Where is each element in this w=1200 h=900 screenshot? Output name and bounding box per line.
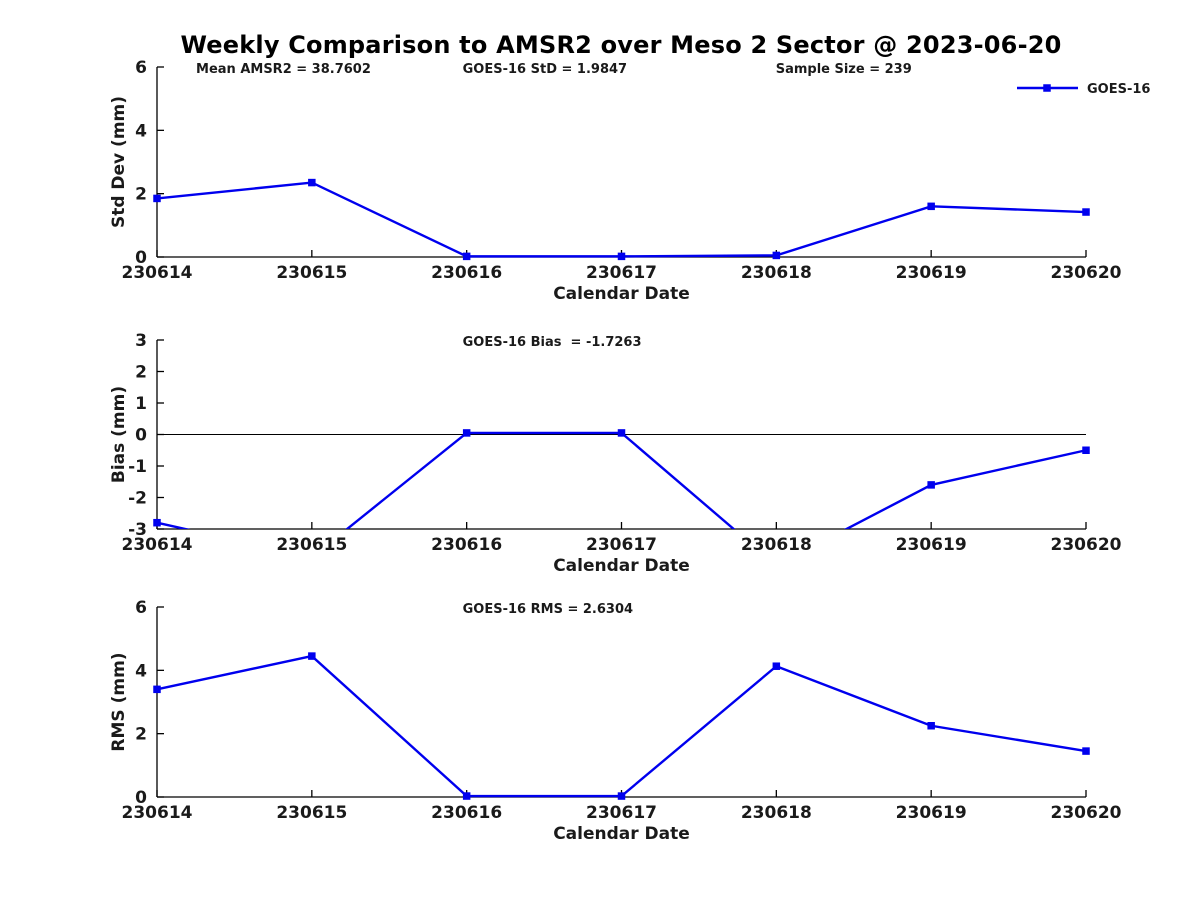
y-tick-label: 2	[135, 185, 147, 205]
data-point-marker	[927, 202, 935, 211]
x-tick-label: 230616	[431, 535, 502, 555]
data-point-marker	[1082, 446, 1090, 454]
data-point-marker	[153, 518, 161, 527]
data-point-marker	[927, 481, 935, 489]
y-tick-label: 0	[135, 248, 147, 268]
x-tick-label: 230619	[896, 803, 967, 823]
data-point-marker	[927, 722, 935, 730]
y-tick-label: 0	[135, 788, 147, 808]
y-tick-label: 2	[135, 362, 147, 382]
figure-title: Weekly Comparison to AMSR2 over Meso 2 S…	[180, 31, 1062, 59]
y-tick-label: -1	[128, 457, 147, 477]
legend-marker	[1043, 84, 1051, 92]
y-tick-label: 6	[135, 58, 147, 78]
data-point-marker	[462, 252, 471, 261]
x-tick-label: 230620	[1051, 263, 1122, 283]
y-tick-label: 4	[135, 661, 147, 681]
x-tick-label: 230614	[122, 803, 193, 823]
subplot-stddev: 0 2 4 6 230614 230615 230616 230617 230618 230619…	[109, 58, 1122, 304]
data-point-marker	[617, 792, 626, 800]
x-tick-label: 230616	[431, 803, 502, 823]
x-tick-label: 230615	[276, 535, 347, 555]
subplot-bias: -3 -2 -1 0 1 2 3 230614 230615 230616 230617 230618…	[109, 331, 1122, 576]
x-tick-label: 230616	[431, 263, 502, 283]
data-point-marker	[308, 178, 316, 187]
x-tick-label: 230618	[741, 535, 812, 555]
data-point-marker	[462, 429, 471, 437]
x-tick-label: 230617	[586, 803, 657, 823]
x-tick-label: 230615	[276, 263, 347, 283]
data-point-marker	[1082, 747, 1090, 755]
legend: GOES-16	[1017, 82, 1150, 97]
series-goes-16	[153, 429, 1090, 570]
y-tick-label: 1	[135, 394, 147, 414]
x-tick-label: 230620	[1051, 803, 1122, 823]
annotation-text: GOES-16 Bias = -1.7263	[463, 335, 642, 350]
data-point-marker	[153, 685, 161, 694]
data-point-marker	[1082, 208, 1090, 216]
x-tick-label: 230619	[896, 263, 967, 283]
x-tick-label: 230617	[586, 263, 657, 283]
annotation-text: GOES-16 RMS = 2.6304	[463, 602, 633, 617]
y-tick-label: 4	[135, 121, 147, 141]
y-tick-label: -2	[128, 488, 147, 508]
x-tick-label: 230614	[122, 263, 193, 283]
data-point-marker	[308, 652, 316, 660]
annotation-text: Sample Size = 239	[776, 62, 912, 77]
data-point-marker	[617, 429, 626, 437]
x-tick-label: 230618	[741, 263, 812, 283]
x-tick-label: 230614	[122, 535, 193, 555]
y-axis-label: Bias (mm)	[109, 386, 129, 483]
y-tick-label: 3	[135, 331, 147, 351]
data-point-marker	[462, 792, 471, 800]
series-goes-16	[153, 178, 1090, 261]
x-tick-label: 230615	[276, 803, 347, 823]
y-tick-label: -3	[128, 520, 147, 540]
legend-label: GOES-16	[1087, 82, 1150, 97]
data-point-marker	[153, 194, 161, 203]
x-axis-label: Calendar Date	[553, 824, 690, 844]
data-point-marker	[773, 562, 781, 570]
subplot-rms: 0 2 4 6 230614 230615 230616 230617 230618 230619…	[109, 598, 1122, 844]
data-point-marker	[617, 252, 626, 261]
y-axis-label: RMS (mm)	[109, 652, 129, 751]
x-tick-label: 230617	[586, 535, 657, 555]
x-axis-label: Calendar Date	[553, 284, 690, 304]
goes16-line	[156, 654, 1087, 798]
x-axis-label: Calendar Date	[553, 556, 690, 576]
y-tick-label: 0	[135, 425, 147, 445]
x-tick-label: 230620	[1051, 535, 1122, 555]
y-axis-label: Std Dev (mm)	[109, 96, 129, 228]
data-point-marker	[772, 662, 781, 670]
annotation-text: GOES-16 StD = 1.9847	[463, 62, 627, 77]
annotation-text: Mean AMSR2 = 38.7602	[196, 62, 371, 77]
y-tick-label: 2	[135, 725, 147, 745]
y-tick-label: 6	[135, 598, 147, 618]
series-goes-16	[153, 652, 1090, 800]
x-tick-label: 230618	[741, 803, 812, 823]
data-point-marker	[772, 251, 781, 260]
goes16-line	[156, 181, 1087, 258]
x-tick-label: 230619	[896, 535, 967, 555]
